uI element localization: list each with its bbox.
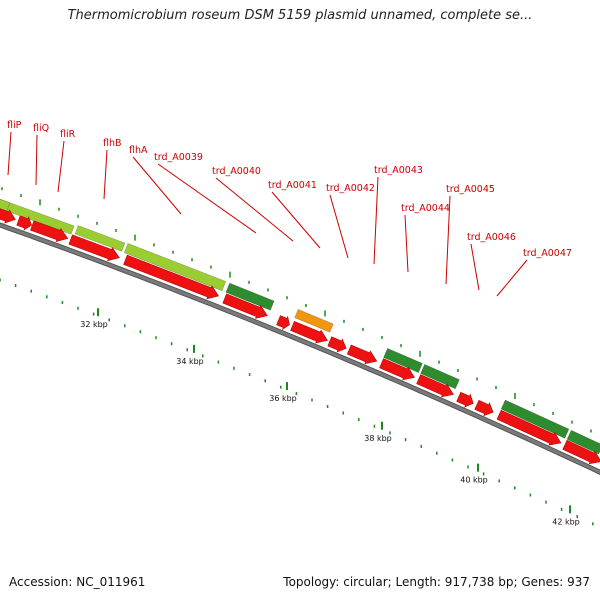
- gene-label: trd_A0047: [523, 248, 572, 259]
- cds-track: [0, 207, 600, 465]
- kbp-label: 38 kbp: [364, 434, 392, 443]
- cds-arrow: [379, 358, 415, 381]
- label-callouts: [7, 131, 528, 297]
- topology-text: Topology: circular; Length: 917,738 bp; …: [283, 575, 590, 589]
- kbp-label: 42 kbp: [552, 517, 580, 526]
- cds-arrow: [276, 315, 290, 331]
- gene-label: fliR: [60, 129, 76, 140]
- cds-arrow: [290, 320, 328, 344]
- callout-line: [373, 176, 379, 265]
- feature-block: [123, 242, 227, 292]
- gene-label: trd_A0042: [326, 183, 375, 194]
- feature-block: [0, 198, 75, 235]
- feature-block: [74, 225, 126, 252]
- cds-arrow: [123, 254, 220, 300]
- cds-arrow: [456, 391, 474, 408]
- callout-line: [215, 177, 294, 242]
- callout-line: [496, 259, 528, 297]
- feature-block: [383, 347, 423, 374]
- cds-arrow: [222, 293, 268, 319]
- cds-arrow: [416, 374, 454, 398]
- gene-label: fliP: [7, 120, 22, 131]
- kbp-labels: 32 kbp 34 kbp 36 kbp 38 kbp 40 kbp 42 kbp: [80, 320, 580, 526]
- gene-label: trd_A0044: [401, 203, 450, 214]
- kbp-label: 40 kbp: [460, 476, 488, 485]
- callout-line: [57, 140, 65, 193]
- gene-label: trd_A0041: [268, 180, 317, 191]
- kbp-label: 34 kbp: [176, 357, 204, 366]
- feature-track: [0, 182, 600, 455]
- feature-block: [225, 282, 275, 311]
- gene-label: trd_A0040: [212, 166, 261, 177]
- feature-block: [0, 182, 11, 212]
- feature-block: [420, 363, 460, 390]
- callout-line: [132, 156, 182, 215]
- backbone-line: [0, 223, 600, 474]
- feature-block: [566, 429, 600, 455]
- gene-label: trd_A0045: [446, 184, 495, 195]
- cds-arrow: [562, 439, 600, 465]
- cds-arrow: [30, 220, 69, 243]
- callout-line: [35, 134, 38, 186]
- callout-line: [271, 191, 321, 249]
- accession-text: Accession: NC_011961: [9, 575, 146, 589]
- cds-arrow: [474, 399, 494, 417]
- cds-arrow: [346, 344, 378, 365]
- gene-label: trd_A0046: [467, 232, 516, 243]
- callout-line: [329, 194, 349, 259]
- callout-line: [445, 195, 451, 285]
- tick-marks: [0, 187, 594, 526]
- gene-label: trd_A0043: [374, 165, 423, 176]
- kbp-label: 36 kbp: [269, 394, 297, 403]
- gene-labels: fliP fliQfliRflhBflhAtrd_A0039trd_A0040tr…: [7, 120, 572, 259]
- cds-arrow: [68, 234, 120, 262]
- feature-block: [500, 399, 570, 439]
- gene-label: flhB: [103, 138, 122, 149]
- gene-label: fliQ: [33, 123, 49, 134]
- gene-label: trd_A0039: [154, 152, 203, 163]
- gene-label: flhA: [129, 145, 148, 156]
- callout-line: [404, 214, 409, 273]
- callout-line: [7, 131, 12, 176]
- cds-arrow: [0, 207, 16, 224]
- feature-block: [294, 309, 334, 333]
- callout-line: [103, 149, 108, 200]
- map-title: Thermomicrobium roseum DSM 5159 plasmid …: [67, 8, 533, 23]
- backbone-group: [0, 222, 600, 475]
- cds-arrow: [327, 336, 347, 353]
- kbp-label: 32 kbp: [80, 320, 108, 329]
- cds-arrow: [16, 215, 32, 231]
- callout-line: [157, 163, 257, 234]
- callout-line: [470, 243, 480, 291]
- backbone-shadow: [0, 222, 600, 475]
- cds-arrow: [496, 409, 562, 446]
